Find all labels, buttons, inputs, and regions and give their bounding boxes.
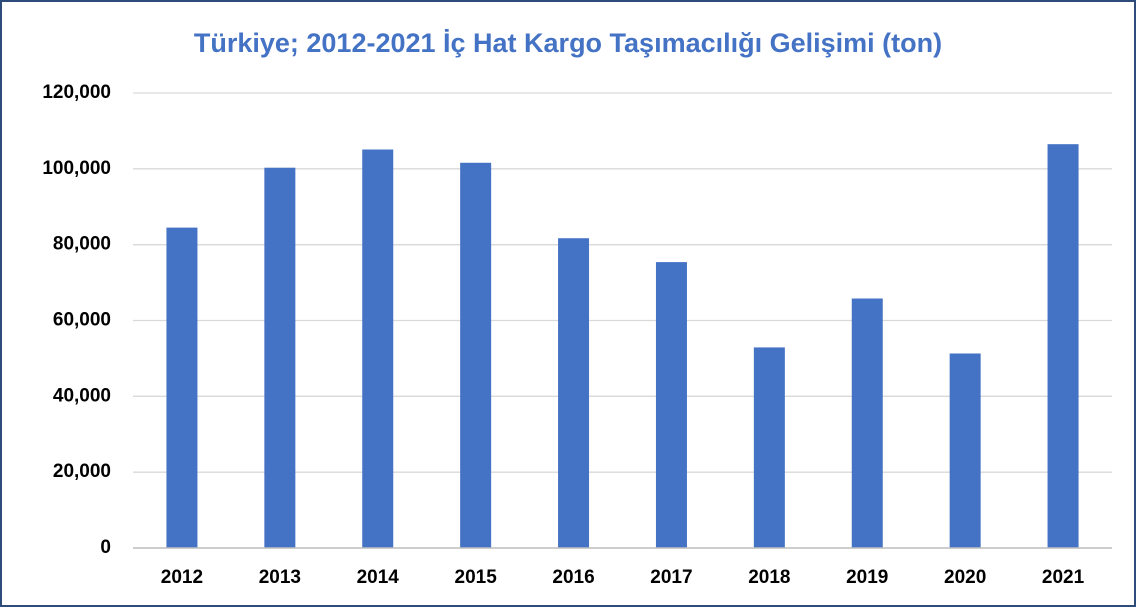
y-tick-label: 0 bbox=[100, 537, 111, 558]
y-tick-label: 40,000 bbox=[53, 385, 111, 406]
bar bbox=[949, 353, 981, 548]
x-tick-label: 2016 bbox=[552, 567, 594, 588]
x-tick-label: 2013 bbox=[259, 567, 301, 588]
x-tick-label: 2017 bbox=[650, 567, 692, 588]
bar bbox=[1047, 144, 1079, 548]
bar bbox=[558, 238, 590, 549]
x-tick-label: 2020 bbox=[944, 567, 986, 588]
bar bbox=[264, 167, 296, 548]
chart-title: Türkiye; 2012-2021 İç Hat Kargo Taşımacı… bbox=[194, 28, 942, 58]
bar bbox=[166, 227, 198, 548]
bar bbox=[753, 347, 785, 548]
y-tick-label: 80,000 bbox=[53, 234, 111, 255]
y-tick-label: 60,000 bbox=[53, 310, 111, 331]
x-tick-label: 2015 bbox=[455, 567, 498, 588]
y-tick-label: 20,000 bbox=[53, 461, 111, 482]
x-tick-label: 2019 bbox=[846, 567, 888, 588]
x-tick-label: 2014 bbox=[357, 567, 400, 588]
x-tick-label: 2021 bbox=[1042, 567, 1085, 588]
y-tick-label: 120,000 bbox=[42, 82, 111, 103]
x-tick-label: 2012 bbox=[161, 567, 203, 588]
bar bbox=[655, 262, 687, 548]
y-tick-label: 100,000 bbox=[42, 158, 111, 179]
bar bbox=[460, 162, 492, 548]
x-tick-label: 2018 bbox=[748, 567, 790, 588]
bar bbox=[362, 149, 394, 548]
bar bbox=[851, 298, 883, 548]
